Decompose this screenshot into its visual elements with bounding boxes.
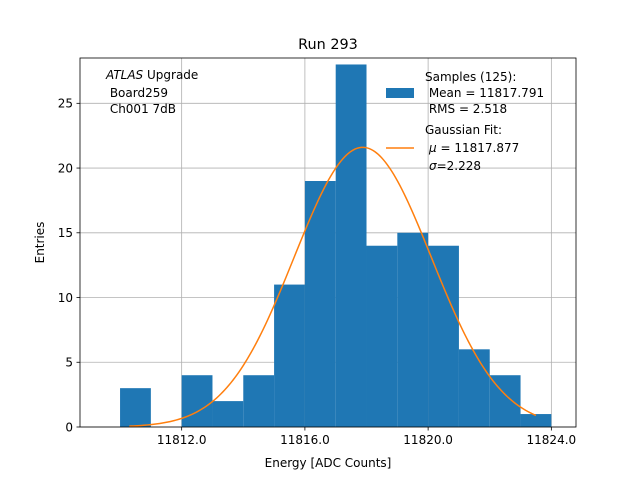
histogram-bar-7 [335,64,367,427]
y-tick-label-5: 25 [58,97,73,111]
legend-mu-value: = 11817.877 [437,141,520,155]
x-tick-label-0: 11812.0 [157,433,207,447]
annotation-upgrade: Upgrade [143,68,198,82]
annotation-line-1: ATLAS Upgrade [105,68,198,82]
histogram-bars [120,64,552,427]
histogram-bar-8 [366,245,398,427]
histogram-bar-2 [181,375,213,427]
legend-fit-mu: μ = 11817.877 [428,141,519,155]
histogram-bar-10 [428,245,459,427]
legend-fit-title: Gaussian Fit: [425,123,502,137]
annotation-line-2: Board259 [106,86,168,100]
legend-samples-rms: RMS = 2.518 [425,102,507,116]
legend-mu-symbol: μ [428,141,437,155]
histogram-bar-6 [304,181,336,427]
legend-sigma-symbol: σ [429,159,437,173]
x-tick-label-3: 11824.0 [527,433,577,447]
x-tick-label-2: 11820.0 [403,433,453,447]
y-tick-label-4: 20 [58,161,73,175]
annotation-atlas: ATLAS [105,68,144,82]
annotation-line-3: Ch001 7dB [106,102,176,116]
y-tick-label-1: 5 [65,356,73,370]
histogram-bar-4 [243,375,275,427]
chart-title: Run 293 [298,37,358,53]
atlas-annotation: ATLAS Upgrade Board259 Ch001 7dB [105,68,198,116]
histogram-bar-5 [274,284,305,427]
y-axis-label: Entries [33,222,47,264]
legend-samples-mean: Mean = 11817.791 [425,86,544,100]
y-tick-label-3: 15 [58,226,73,240]
histogram-bar-9 [397,232,429,427]
histogram-bar-3 [212,401,244,427]
histogram-bar-13 [520,414,552,427]
legend: Samples (125): Mean = 11817.791 RMS = 2.… [386,70,544,173]
y-tick-label-0: 0 [65,420,73,434]
axes-frame [79,57,577,428]
axis-ticks: 11812.0 11816.0 11820.0 11824.0 0 5 10 15 20 25 [58,97,576,447]
x-tick-label-1: 11816.0 [280,433,330,447]
y-tick-label-2: 10 [58,291,73,305]
legend-fit-sigma: σ=2.228 [429,159,481,173]
x-axis-label: Energy [ADC Counts] [265,456,392,470]
legend-sigma-value: =2.228 [437,159,481,173]
gaussian-fit-curve [129,146,537,427]
histogram-bar-11 [458,349,490,427]
legend-samples-swatch [386,88,414,98]
legend-samples-title: Samples (125): [425,70,516,84]
histogram-bar-0 [120,388,151,427]
